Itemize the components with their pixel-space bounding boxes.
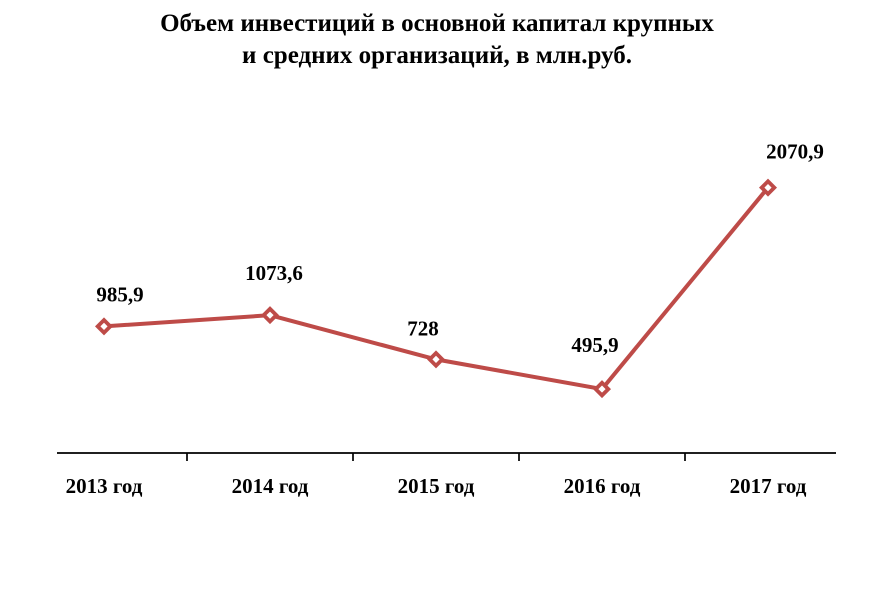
x-axis-label: 2014 год — [232, 474, 309, 498]
x-axis-label: 2015 год — [398, 474, 475, 498]
x-axis-label: 2017 год — [730, 474, 807, 498]
data-point-label: 2070,9 — [766, 140, 824, 164]
data-point-marker-hole — [432, 355, 440, 363]
x-axis-label: 2016 год — [564, 474, 641, 498]
data-point-marker-hole — [266, 311, 274, 319]
chart-title-line-1: Объем инвестиций в основной капитал круп… — [160, 10, 714, 37]
data-point-label: 985,9 — [96, 282, 143, 306]
data-point-label: 728 — [407, 316, 439, 340]
chart-title: Объем инвестиций в основной капитал круп… — [0, 8, 874, 72]
data-point-label: 495,9 — [571, 333, 618, 357]
data-point-label: 1073,6 — [245, 261, 303, 285]
data-point-marker-hole — [764, 184, 772, 192]
x-axis-label: 2013 год — [66, 474, 143, 498]
data-point-marker-hole — [100, 322, 108, 331]
chart-title-line-2: и средних организаций, в млн.руб. — [242, 42, 632, 69]
data-point-marker-hole — [598, 385, 606, 393]
